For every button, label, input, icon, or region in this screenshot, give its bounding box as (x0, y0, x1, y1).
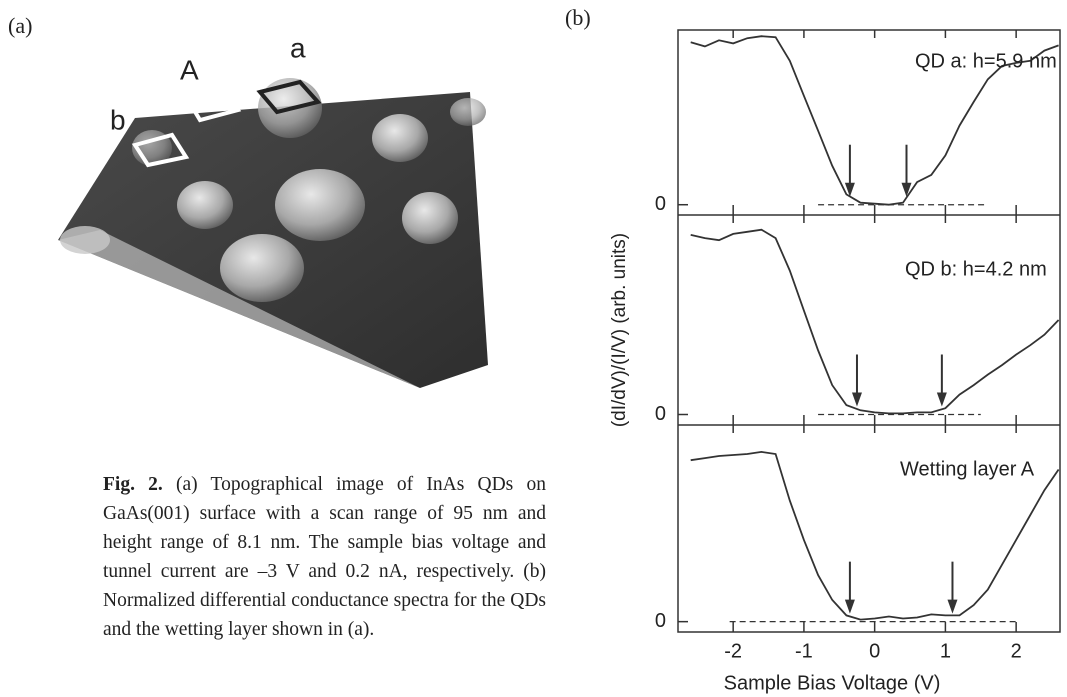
spectrum-line (690, 450, 1060, 621)
x-tick-label: 0 (869, 640, 880, 662)
panel-label: (b) (565, 5, 591, 30)
x-tick-label: 2 (1011, 640, 1022, 662)
y-tick-label: 0 (655, 610, 666, 632)
caption: Fig. 2. (a) Topographical image of InAs … (103, 470, 546, 644)
plot-frame (677, 29, 1061, 633)
caption-text: (a) Topographical image of InAs QDs on G… (103, 474, 546, 640)
x-axis-label: Sample Bias Voltage (V) (724, 672, 941, 694)
panel-label: (a) (8, 13, 32, 38)
arrow (901, 144, 912, 197)
spectrum-line (690, 228, 1060, 415)
panel-label: Wetting layer A (900, 458, 1035, 480)
spectrum-line (690, 35, 1059, 206)
region-label: b (110, 104, 126, 135)
region-label: A (180, 54, 199, 85)
caption-label: Fig. 2. (103, 474, 163, 495)
arrow (947, 561, 958, 614)
x-tick-label: -1 (795, 640, 813, 662)
arrow-head (851, 392, 862, 407)
x-tick-label: -2 (724, 640, 742, 662)
y-tick-label: 0 (655, 193, 666, 215)
arrow-head (844, 182, 855, 197)
stm-image (58, 78, 488, 388)
panel-label: QD a: h=5.9 nm (915, 50, 1057, 72)
x-tick-label: 1 (940, 640, 951, 662)
y-tick-label: 0 (655, 403, 666, 425)
y-axis-label: (dI/dV)/(I/V) (arb. units) (609, 233, 630, 427)
arrow (844, 561, 855, 614)
region-label: a (290, 32, 306, 63)
arrow-head (844, 599, 855, 614)
arrow-head (901, 182, 912, 197)
panel-label: QD b: h=4.2 nm (905, 258, 1047, 280)
arrow (844, 144, 855, 197)
arrow-head (947, 599, 958, 614)
arrow-head (936, 392, 947, 407)
arrow (936, 354, 947, 407)
arrow (851, 354, 862, 407)
